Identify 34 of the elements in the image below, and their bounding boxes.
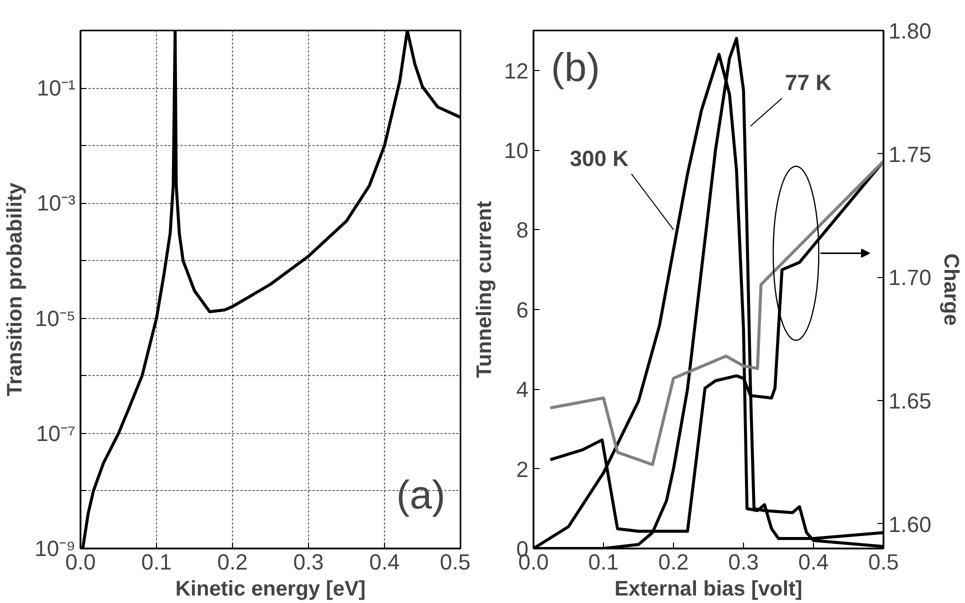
x-tick-label: 0.3	[293, 550, 324, 574]
y-tick-label: 10⁻¹	[36, 76, 76, 101]
x-tick-label: 0.1	[141, 550, 172, 574]
y-tick-label: 10⁻⁷	[36, 420, 76, 446]
x-tick-label: 0.3	[728, 550, 759, 574]
y2-tick-label: 1.70	[888, 265, 932, 290]
x-tick-label: 0.4	[369, 550, 400, 574]
y-axis-title: Transition probability	[4, 182, 27, 396]
x-axis-title: Kinetic energy [eV]	[175, 578, 366, 600]
y2-axis-title: Charge	[939, 253, 962, 326]
y-tick-label: 2	[516, 456, 529, 482]
y-tick-label: 10	[504, 138, 529, 164]
y2-tick-label: 1.60	[888, 512, 932, 537]
y2-tick-label: 1.65	[888, 388, 932, 414]
x-tick-label: 0.5	[868, 550, 899, 574]
x-tick-label: 0.2	[658, 550, 689, 574]
x-tick-label: 0.5	[440, 550, 471, 574]
x-axis-title: External bias [volt]	[614, 578, 802, 600]
annotation: 77 K	[785, 70, 832, 96]
annotation: (a)	[396, 473, 446, 518]
annotation: 300 K	[570, 146, 629, 171]
y-axis-title: Tunneling current	[473, 201, 496, 378]
x-tick-label: 0.1	[588, 550, 619, 574]
y2-tick-label: 1.75	[888, 142, 932, 167]
y-tick-label: 4	[516, 377, 529, 402]
y-tick-label: 10⁻³	[36, 190, 76, 216]
y-tick-label: 10⁻⁵	[34, 306, 76, 331]
annotation: (b)	[551, 46, 600, 90]
y-tick-label: 8	[516, 218, 529, 243]
x-tick-label: 0.4	[798, 550, 829, 574]
y2-tick-label: 1.80	[888, 18, 932, 44]
y-tick-label: 6	[516, 297, 529, 322]
x-tick-label: 0.2	[217, 550, 248, 574]
y-tick-label: 12	[504, 58, 529, 84]
